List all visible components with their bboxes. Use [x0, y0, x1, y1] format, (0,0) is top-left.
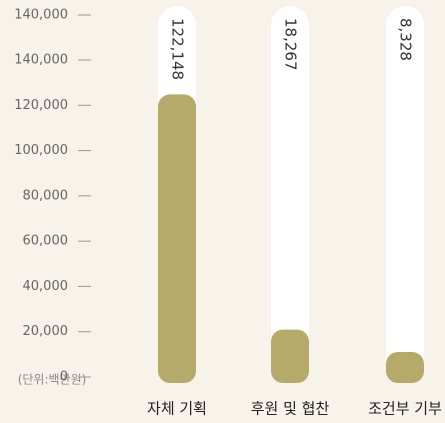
x-tick-label: 후원 및 협찬: [251, 400, 330, 418]
y-tick-label: 100,000: [14, 143, 68, 158]
y-tick-label: 80,000: [23, 188, 69, 203]
bar: [271, 329, 309, 383]
y-tick-label: 120,000: [14, 98, 68, 113]
axis-top-label: 140,000: [14, 8, 68, 23]
x-tick-label: 자체 기획: [147, 400, 207, 418]
y-tick-label: 0: [60, 370, 68, 385]
bar-track: [271, 6, 309, 383]
bar: [158, 94, 196, 383]
y-tick-label: 60,000: [23, 234, 69, 249]
unit-label: (단위:백만원): [18, 373, 87, 387]
x-tick-label: 조건부 기부: [368, 400, 442, 418]
value-label: 18,267: [282, 18, 300, 71]
bar: [386, 352, 424, 383]
value-label: 8,328: [397, 18, 415, 61]
bar-track: [386, 6, 424, 383]
y-tick-label: 40,000: [23, 279, 69, 294]
y-tick-label: 20,000: [23, 324, 69, 339]
value-label: 122,148: [169, 18, 187, 80]
y-tick-label: 140,000: [14, 53, 68, 68]
